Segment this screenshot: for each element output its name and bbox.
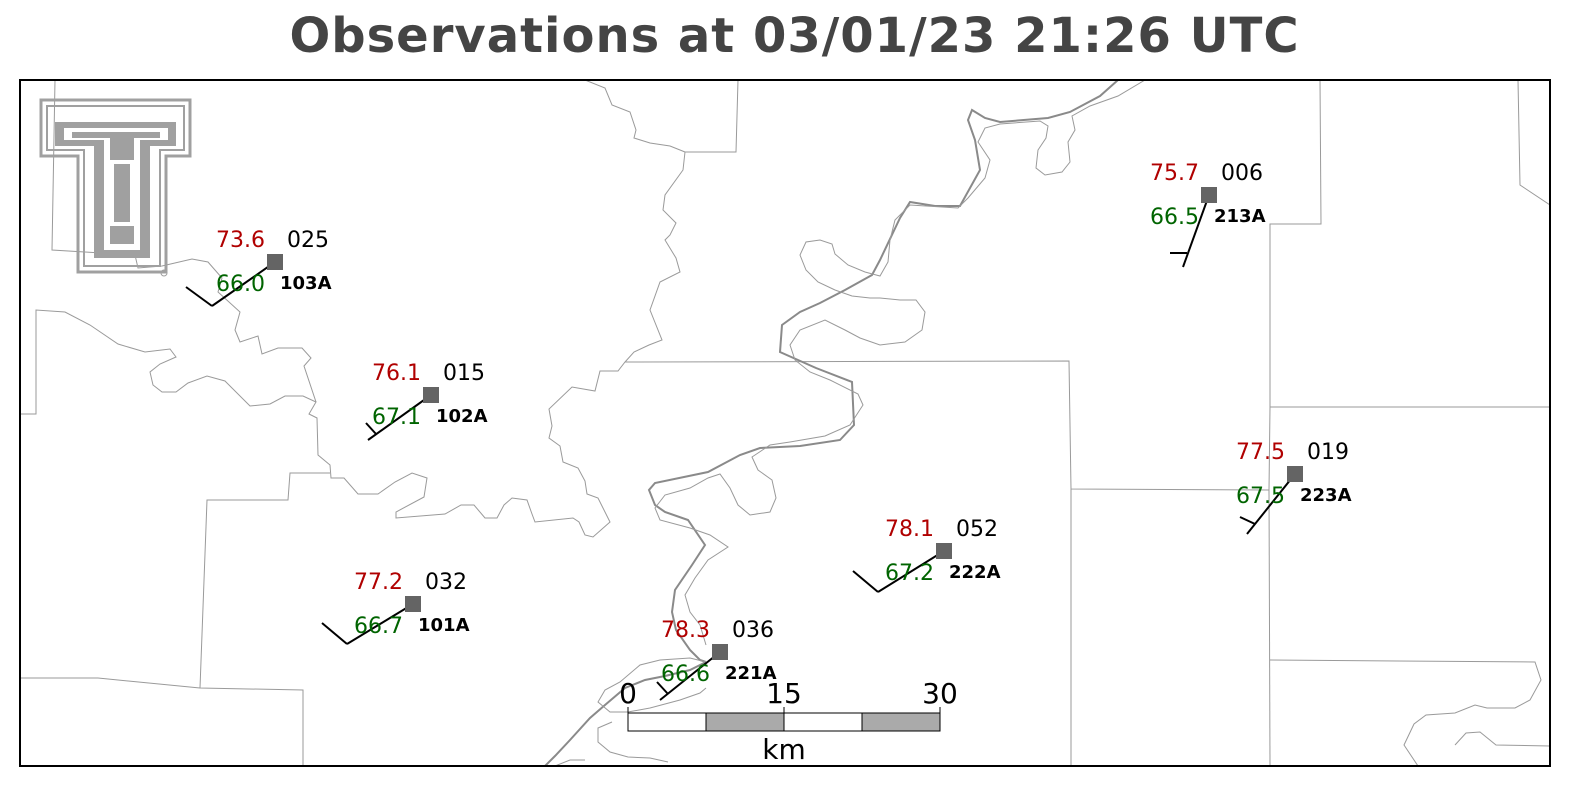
station-id-label: 101A	[418, 615, 470, 636]
map-features	[20, 80, 1550, 766]
wind-barb-shaft	[346, 603, 414, 645]
scale-segment-2	[705, 712, 785, 732]
wind-barb-flag	[656, 681, 669, 695]
temperature-label: 75.7	[1150, 161, 1199, 186]
dewpoint-label: 66.0	[216, 272, 265, 297]
dewpoint-label: 67.2	[885, 561, 934, 586]
station-id-label: 222A	[949, 562, 1001, 583]
temperature-label: 77.2	[354, 570, 403, 595]
dewpoint-label: 66.6	[661, 662, 710, 687]
pressure-label: 006	[1221, 161, 1263, 186]
scale-segment-1	[627, 712, 707, 732]
wind-barb-shaft	[877, 550, 945, 593]
dewpoint-label: 66.7	[354, 614, 403, 639]
station-id-label: 213A	[1214, 206, 1266, 227]
wind-barb-flag	[1239, 516, 1256, 525]
pressure-label: 036	[732, 618, 774, 643]
wind-barb-shaft	[367, 394, 432, 441]
station-marker	[423, 387, 439, 403]
scale-unit: km	[762, 733, 806, 766]
wind-barb-flag	[185, 286, 213, 307]
wind-barb-shaft	[1182, 194, 1210, 268]
station-id-label: 102A	[436, 406, 488, 427]
scale-segment-3	[783, 712, 863, 732]
temperature-label: 76.1	[372, 361, 421, 386]
station-marker	[712, 644, 728, 660]
wind-barb-flag	[852, 570, 879, 593]
temperature-label: 77.5	[1236, 440, 1285, 465]
scale-tick-0: 0	[619, 677, 637, 710]
wind-barb-flag	[365, 422, 377, 435]
station-marker	[1287, 466, 1303, 482]
temperature-label: 78.1	[885, 517, 934, 542]
station-model: 78.1 052 67.2 222A	[852, 517, 1001, 593]
map-frame	[19, 79, 1551, 767]
station-model: 77.2 032 66.7 101A	[321, 570, 470, 645]
pressure-label: 015	[443, 361, 485, 386]
station-id-label: 103A	[280, 273, 332, 294]
station-marker	[936, 543, 952, 559]
station-model: 78.3 036 66.6 221A	[656, 618, 777, 701]
temperature-label: 78.3	[661, 618, 710, 643]
pressure-label: 032	[425, 570, 467, 595]
dewpoint-label: 67.1	[372, 405, 421, 430]
county-boundaries	[20, 80, 1550, 766]
wind-barb-shaft	[211, 261, 276, 307]
station-layer: 73.6 025 66.0 103A 76.1 015 67.1 102A 77.2 032 66.…	[185, 161, 1352, 701]
pressure-label: 019	[1307, 440, 1349, 465]
station-model: 75.7 006 66.5 213A	[1150, 161, 1266, 268]
station-marker	[405, 596, 421, 612]
scale-bar: 0 15 30 km	[619, 677, 958, 766]
river-banks	[554, 80, 1146, 766]
dewpoint-label: 67.5	[1236, 484, 1285, 509]
pressure-label: 052	[956, 517, 998, 542]
station-id-label: 221A	[725, 663, 777, 684]
station-model: 76.1 015 67.1 102A	[365, 361, 488, 441]
station-model: 77.5 019 67.5 223A	[1236, 440, 1352, 535]
map-title: Observations at 03/01/23 21:26 UTC	[289, 8, 1300, 64]
wind-barb-flag	[321, 622, 348, 645]
station-id-label: 223A	[1300, 485, 1352, 506]
temperature-label: 73.6	[216, 228, 265, 253]
station-marker	[267, 254, 283, 270]
scale-segment-4	[861, 712, 941, 732]
station-marker	[1201, 187, 1217, 203]
texas-tech-logo	[39, 98, 192, 277]
scale-tick-30: 30	[922, 677, 958, 710]
station-model: 73.6 025 66.0 103A	[185, 228, 332, 307]
dewpoint-label: 66.5	[1150, 205, 1199, 230]
scale-tick-15: 15	[766, 677, 802, 710]
river-main	[544, 80, 1119, 766]
wind-barb-shaft	[659, 651, 721, 701]
pressure-label: 025	[287, 228, 329, 253]
